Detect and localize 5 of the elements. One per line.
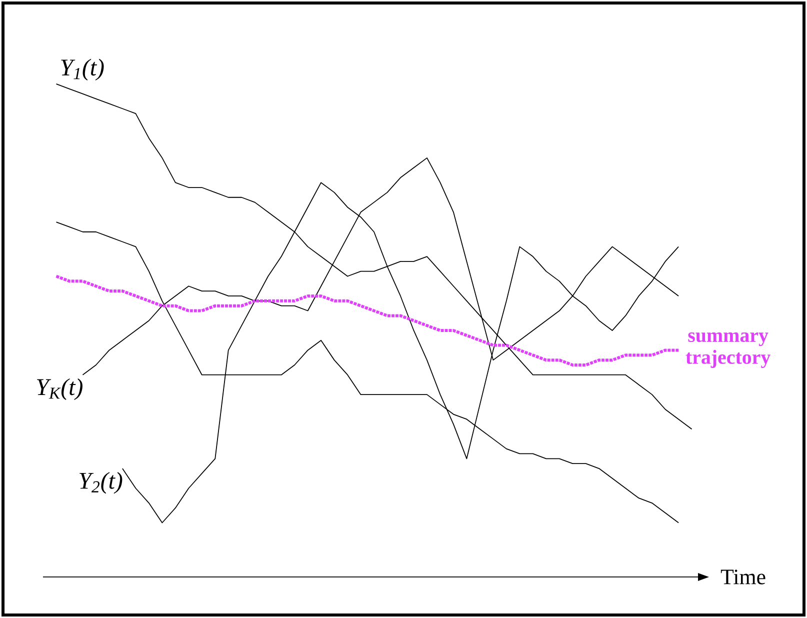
series-label: Y$_{K}$(t)	[37, 378, 82, 400]
x-axis-title: Time	[720, 570, 766, 584]
series-label: Y$_{2}$(t)	[80, 472, 122, 494]
series-label: summary trajectory	[686, 332, 770, 368]
series-label: Y$_{1}$(t)	[61, 58, 104, 80]
